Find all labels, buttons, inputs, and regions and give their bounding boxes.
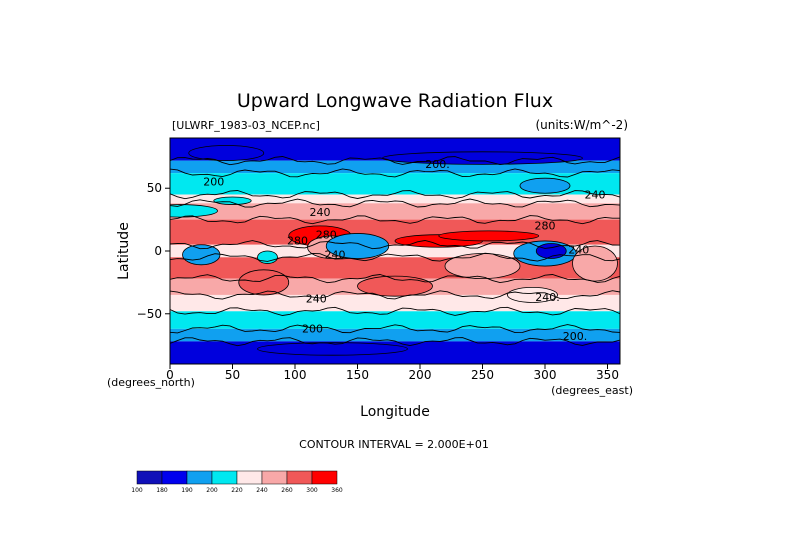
y-tick-label-1: 0: [154, 244, 162, 258]
contour-label-9: 240: [306, 292, 327, 305]
contour-label-8: 240: [325, 249, 346, 262]
contour-label-10: 240.: [535, 291, 560, 304]
plot-area: 200 200. 240 240 280 240 280 280 240 240 240. 200 20…: [170, 138, 620, 364]
contour-line-8: [170, 290, 620, 300]
colorbar-level-4: 220: [231, 487, 243, 494]
colorbar-swatch-3: [211, 470, 238, 485]
flux-region-14: [357, 275, 433, 297]
colorbar-level-8: 360: [331, 487, 343, 494]
flux-region-4: [438, 230, 540, 242]
contour-line-10: [170, 324, 620, 334]
contour-label-4: 280: [535, 220, 556, 233]
contour-label-6: 280: [287, 235, 308, 248]
colorbar-swatch-0: [136, 470, 163, 485]
contour-interval-label: CONTOUR INTERVAL = 2.000E+01: [299, 438, 489, 451]
flux-region-0: [170, 204, 218, 218]
lat-band-6: [170, 244, 620, 258]
colorbar-swatch-7: [311, 470, 338, 485]
axis-ticks: 0 50 100 150 200 250 300 350 50 0 −50: [137, 181, 619, 382]
x-unit-label: (degrees_east): [551, 384, 633, 397]
lat-band-4: [170, 203, 620, 220]
colorbar-level-7: 300: [306, 487, 318, 494]
y-tick-label-0: 50: [147, 181, 162, 195]
contour-label-2: 240: [585, 188, 606, 201]
contour-label-12: 200.: [563, 330, 588, 343]
colorbar-level-5: 240: [256, 487, 268, 494]
y-axis-label: Latitude: [116, 222, 132, 280]
contour-label-0: 200: [203, 176, 224, 189]
y-unit-label: (degrees_north): [107, 376, 195, 389]
contour-line-7: [170, 274, 620, 284]
y-tick-label-2: −50: [137, 307, 162, 321]
contour-line-3: [170, 198, 620, 208]
lat-band-2: [170, 173, 620, 195]
contour-line-2: [170, 190, 620, 200]
x-tick-label-7: 350: [596, 368, 619, 382]
x-tick-label-3: 150: [346, 368, 369, 382]
contour-line-5: [170, 240, 620, 250]
flux-region-1: [213, 196, 252, 205]
contour-label-3: 240: [310, 206, 331, 219]
contour-label-1: 200.: [425, 158, 450, 171]
contour-line-0: [170, 156, 620, 166]
source-file-label: [ULWRF_1983-03_NCEP.nc]: [172, 119, 320, 132]
colorbar-level-2: 190: [181, 487, 193, 494]
contour-line-4: [170, 215, 620, 225]
colorbar-swatch-5: [261, 470, 288, 485]
flux-region-16: [188, 145, 265, 161]
contour-label-5: 240: [568, 244, 589, 257]
colorbar-swatch-4: [236, 470, 263, 485]
colorbar-level-1: 180: [156, 487, 168, 494]
x-tick-label-4: 200: [409, 368, 432, 382]
lat-band-3: [170, 194, 620, 204]
contour-label-7: 280: [316, 228, 337, 241]
chart-title: Upward Longwave Radiation Flux: [237, 90, 553, 112]
lat-band-10: [170, 311, 620, 329]
x-tick-label-1: 50: [225, 368, 240, 382]
contour-line-11: [170, 337, 620, 347]
colorbar: 100 180 190 200 220 240 260 300 360: [131, 470, 343, 494]
contour-label-11: 200: [302, 323, 323, 336]
units-label: (units:W/m^-2): [535, 118, 628, 132]
contour-line-6: [170, 252, 620, 262]
x-tick-label-6: 300: [534, 368, 557, 382]
colorbar-level-6: 260: [281, 487, 293, 494]
flux-region-9: [182, 244, 221, 266]
x-tick-label-5: 250: [471, 368, 494, 382]
colorbar-level-0: 100: [131, 487, 143, 494]
flux-region-15: [507, 287, 558, 303]
flux-region-19: [257, 342, 408, 356]
x-axis-label: Longitude: [360, 404, 430, 420]
flux-region-18: [519, 177, 571, 194]
x-tick-label-0: 0: [166, 368, 174, 382]
colorbar-level-3: 200: [206, 487, 218, 494]
contour-line-1: [170, 168, 620, 178]
x-tick-label-2: 100: [284, 368, 307, 382]
flux-region-13: [238, 269, 290, 296]
colorbar-swatch-2: [186, 470, 213, 485]
colorbar-swatch-1: [161, 470, 188, 485]
colorbar-swatch-6: [286, 470, 313, 485]
contour-line-9: [170, 306, 620, 316]
